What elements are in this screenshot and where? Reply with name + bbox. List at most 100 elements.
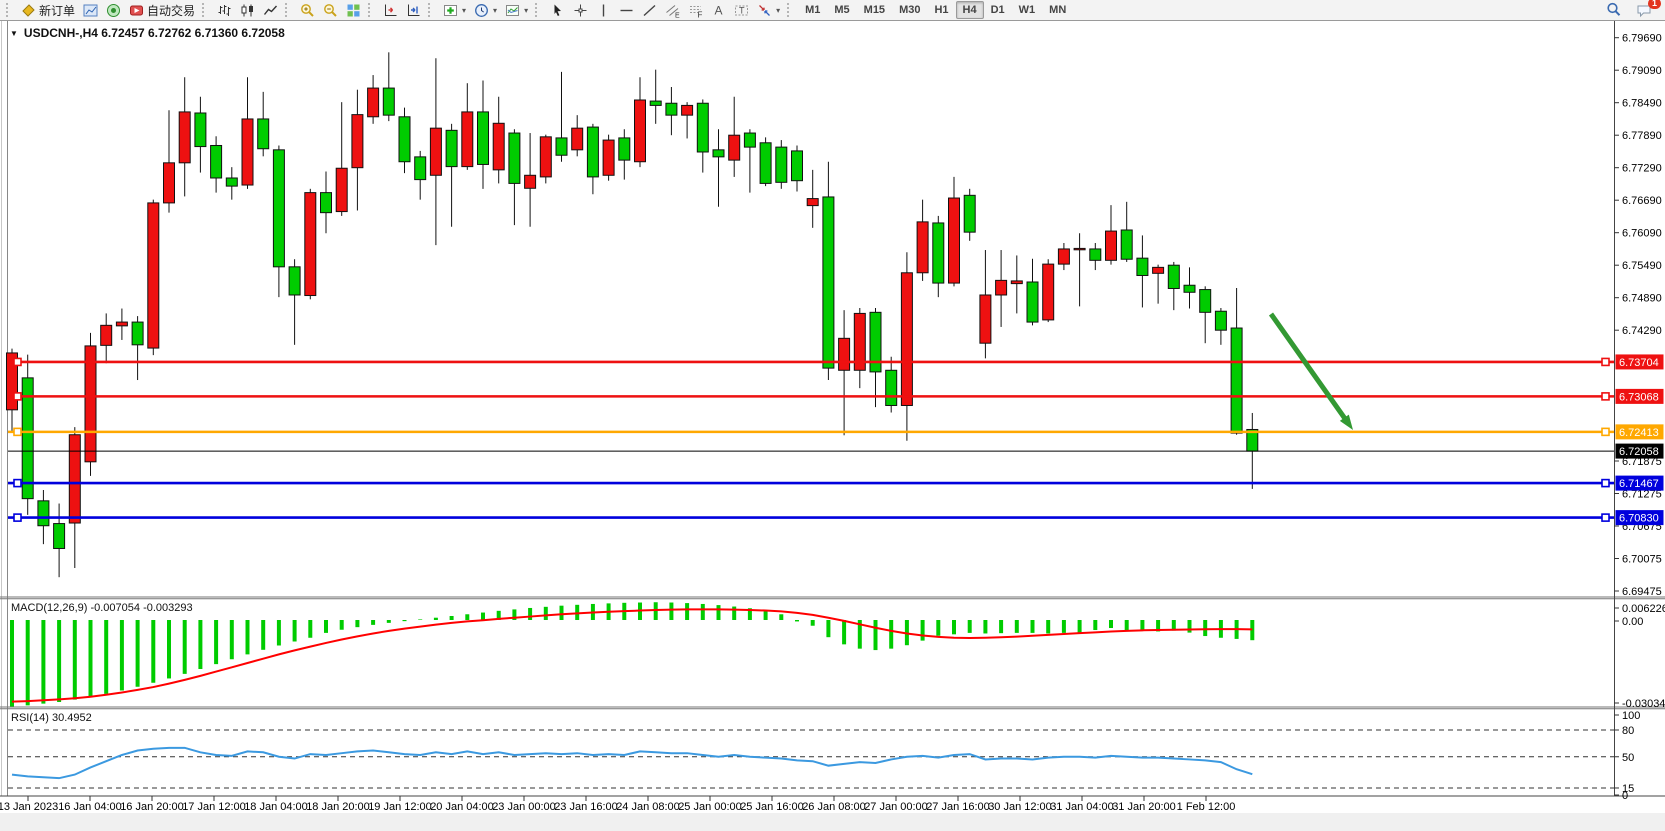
periods-button[interactable]: ▾ [470,1,501,19]
chart-shift-icon [406,3,421,18]
candle-body [320,192,332,214]
candle-body [241,118,254,186]
toolbar-grip [787,3,794,17]
vertical-line-tool-button[interactable] [592,1,615,19]
chart-window[interactable]: 6.79690 6.79090 6.78490 6.77890 6.77290 6.766… [0,21,1665,813]
price-level-badge [1615,510,1664,526]
timeframe-w1[interactable]: W1 [1018,4,1036,16]
candle-body [382,87,395,116]
fibonacci-icon: F [688,3,703,18]
zoom-out-button[interactable] [319,1,342,19]
line-handle[interactable] [13,357,22,367]
time-tick-label: 31 Jan 04:00 [1050,801,1114,813]
candle-body [131,321,144,346]
line-handle[interactable] [13,513,22,522]
toolbar-grip [202,3,209,17]
candle-body [210,144,223,179]
line-handle[interactable] [1601,357,1610,367]
candle-body [367,87,380,118]
toolbar-grip [368,3,375,17]
candle-body [445,129,458,168]
price-level-badge-text: 6.72413 [1619,427,1659,439]
chart-shift-button[interactable] [402,1,425,19]
search-button[interactable] [1602,1,1626,19]
timeframe-m5[interactable]: M5 [834,4,850,16]
tile-windows-button[interactable] [342,1,365,19]
line-handle[interactable] [13,478,22,488]
candle-body [838,337,851,371]
arrows-tool-button[interactable]: ▾ [753,1,784,19]
line-handle[interactable] [1601,392,1610,401]
trendline-tool-button[interactable] [638,1,661,19]
candle-body [163,162,175,204]
autotrade-button[interactable]: 自动交易 [125,1,199,19]
timeframe-d1[interactable]: D1 [990,4,1005,16]
arrow-shaft[interactable] [1268,312,1351,425]
price-axis[interactable]: 6.79690 6.79090 6.78490 6.77890 6.77290 6.766… [1614,33,1664,598]
bar-chart-button[interactable] [213,1,236,19]
toolbar-grip [285,3,292,17]
cursor-tool-button[interactable] [546,1,569,19]
candle-body [1152,266,1165,274]
candle-body [477,111,489,165]
rsi-axis-label: 0 [1622,790,1628,802]
candle-body [115,321,128,327]
candlestick-chart-button[interactable] [236,1,259,19]
timeframe-m1[interactable]: M1 [805,4,821,16]
crosshair-icon [573,3,588,18]
text-label-tool-button[interactable]: T [730,1,753,19]
time-tick-label: 19 Jan 12:00 [368,801,432,813]
indicators-button[interactable]: ▾ [439,1,470,19]
candle-body [759,142,772,184]
notifications-button[interactable]: 1 [1632,0,1661,19]
text-label-icon: T [734,3,749,18]
price-tick-label: 6.74290 [1622,325,1662,337]
price-level-badge [1615,354,1664,370]
time-tick-label: 26 Jan 08:00 [802,801,866,813]
timeframe-h1[interactable]: H1 [934,4,949,16]
line-handle[interactable] [13,427,22,437]
timeframe-h4[interactable]: H4 [955,1,984,19]
candle-body [791,150,803,182]
crosshair-tool-button[interactable] [569,1,592,19]
symbol-dropdown-icon[interactable]: ▼ [10,28,18,38]
price-level-badge-text: 6.72058 [1619,446,1659,458]
candle-body [1057,248,1070,265]
candle-body [524,174,537,189]
candlestick-layer [6,52,1259,578]
line-handle[interactable] [1601,513,1610,522]
price-tick-label: 6.71275 [1622,489,1662,501]
price-level-badge [1615,443,1664,459]
market-watch-button[interactable] [102,1,125,19]
timeframe-m15[interactable]: M15 [863,4,886,16]
charts-window-button[interactable] [79,1,102,19]
symbol-info[interactable]: ▼ USDCNH-,H4 6.72457 6.72762 6.71360 6.7… [10,26,285,40]
candle-body [194,112,207,148]
autoscroll-button[interactable] [379,1,402,19]
line-handle[interactable] [13,392,22,401]
candle-body [932,222,945,284]
line-handle[interactable] [1601,478,1610,488]
text-tool-button[interactable]: A [707,1,730,19]
new-order-button[interactable]: 新订单 [17,1,79,19]
timeframe-m30[interactable]: M30 [899,4,921,16]
line-handle[interactable] [1601,427,1610,437]
price-level-badge-text: 6.71467 [1619,478,1659,490]
candle-body [634,99,646,163]
bar-chart-icon [217,3,232,18]
timeframe-mn[interactable]: MN [1049,4,1067,16]
price-tick-label: 6.78490 [1622,98,1662,110]
fibonacci-tool-button[interactable]: F [684,1,707,19]
candlestick-chart-icon [240,3,255,18]
templates-button[interactable]: ▾ [501,1,532,19]
horizontal-line-tool-button[interactable] [615,1,638,19]
chart-canvas[interactable]: 6.79690 6.79090 6.78490 6.77890 6.77290 6.766… [0,21,1665,813]
window-bottom-strip [0,813,1665,831]
line-chart-button[interactable] [259,1,282,19]
channel-tool-button[interactable]: E [661,1,684,19]
price-tick-label: 6.70075 [1622,554,1662,566]
horizontal-line-icon [619,3,634,18]
zoom-in-button[interactable] [296,1,319,19]
time-tick-label: 27 Jan 00:00 [864,801,928,813]
